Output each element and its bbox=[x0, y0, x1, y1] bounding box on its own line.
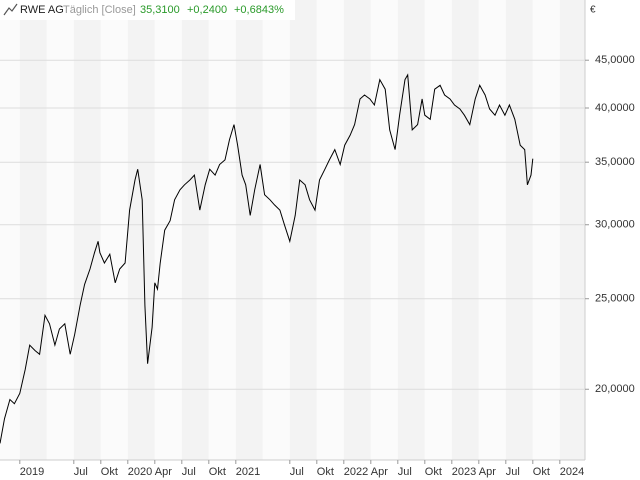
header-background bbox=[0, 0, 295, 20]
x-tick-label: Jul bbox=[506, 466, 520, 478]
y-tick-label: 25,0000 bbox=[595, 293, 635, 305]
quarter-band bbox=[100, 0, 128, 460]
quarter-band bbox=[316, 0, 344, 460]
x-tick-label: 2019 bbox=[20, 466, 44, 478]
y-tick-label: 35,0000 bbox=[595, 156, 635, 168]
x-tick-label: Apr bbox=[371, 466, 388, 478]
x-tick-label: Jul bbox=[290, 466, 304, 478]
x-tick-label: 2022 bbox=[344, 466, 368, 478]
quarter-band bbox=[397, 0, 425, 460]
quarter-band bbox=[424, 0, 452, 460]
x-tick-label: Okt bbox=[533, 466, 550, 478]
quarter-band bbox=[0, 0, 20, 460]
y-tick-label: 45,0000 bbox=[595, 54, 635, 66]
x-tick-label: 2023 bbox=[452, 466, 476, 478]
quarter-band bbox=[127, 0, 155, 460]
chart-icon bbox=[3, 3, 18, 16]
change: +0,2400 bbox=[187, 4, 227, 16]
quarter-band bbox=[46, 0, 74, 460]
x-tick-label: Jul bbox=[74, 466, 88, 478]
x-tick-label: Okt bbox=[209, 466, 226, 478]
quarter-band bbox=[370, 0, 398, 460]
quarter-band bbox=[478, 0, 506, 460]
plot bbox=[0, 73, 534, 444]
quarter-band bbox=[559, 0, 585, 460]
quarter-band bbox=[154, 0, 182, 460]
quarter-band bbox=[181, 0, 209, 460]
instrument-name: RWE AG bbox=[20, 4, 64, 16]
last-price: 35,3100 bbox=[140, 4, 180, 16]
quarter-band bbox=[208, 0, 236, 460]
price-line bbox=[0, 73, 534, 444]
x-tick-label: Okt bbox=[425, 466, 442, 478]
quarter-band bbox=[235, 0, 263, 460]
x-tick-label: Okt bbox=[317, 466, 334, 478]
quarter-band bbox=[451, 0, 479, 460]
y-tick-label: 20,0000 bbox=[595, 383, 635, 395]
quarter-band bbox=[262, 0, 290, 460]
x-tick-label: Jul bbox=[182, 466, 196, 478]
x-tick-label: Jul bbox=[398, 466, 412, 478]
y-tick-label: 40,0000 bbox=[595, 102, 635, 114]
x-tick-label: 2024 bbox=[560, 466, 584, 478]
background-bands bbox=[0, 0, 585, 460]
x-tick-label: 2020 bbox=[128, 466, 152, 478]
x-tick-label: Apr bbox=[479, 466, 496, 478]
quarter-band bbox=[19, 0, 47, 460]
quarter-band bbox=[532, 0, 560, 460]
interval: Täglich [Close] bbox=[63, 4, 136, 16]
quarter-band bbox=[505, 0, 533, 460]
y-tick-label: 30,0000 bbox=[595, 219, 635, 231]
change-percent: +0,6843% bbox=[234, 4, 284, 16]
quarter-band bbox=[343, 0, 371, 460]
x-tick-label: Apr bbox=[155, 466, 172, 478]
quarter-band bbox=[289, 0, 317, 460]
quarter-band bbox=[73, 0, 101, 460]
x-tick-label: 2021 bbox=[236, 466, 260, 478]
currency: € bbox=[590, 5, 596, 16]
x-tick-label: Okt bbox=[101, 466, 118, 478]
